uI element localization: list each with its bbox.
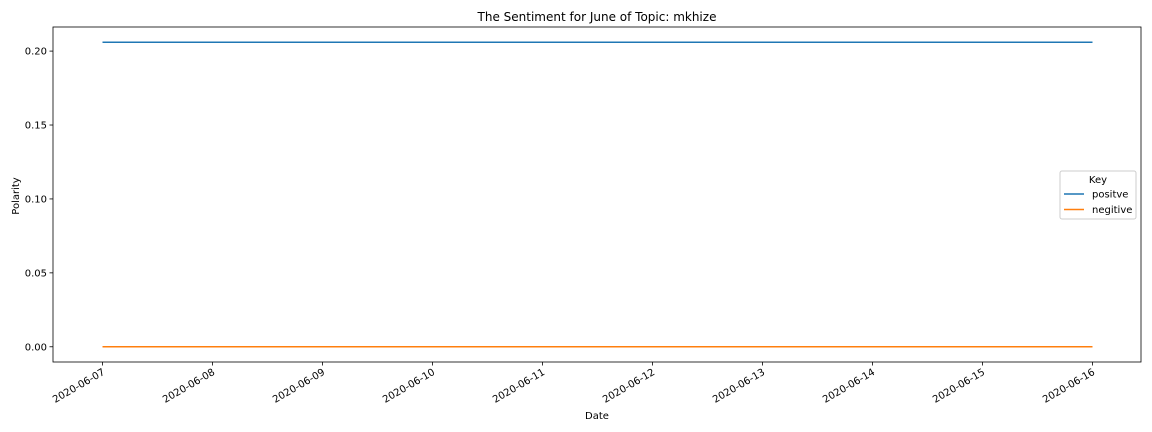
y-tick-label: 0.00 [25,342,47,353]
legend-label-negitive: negitive [1092,205,1132,216]
legend-title: Key [1089,175,1107,186]
legend-label-positve: positve [1092,190,1128,201]
y-tick-label: 0.10 [25,194,47,205]
x-axis-label: Date [585,411,609,422]
y-tick-label: 0.20 [25,47,47,58]
legend: Key positve negitive [1059,170,1137,220]
legend-box [1059,170,1137,220]
y-tick-label: 0.15 [25,121,47,132]
y-axis-label: Polarity [11,177,22,215]
legend-entries: positve negitive [1064,190,1132,216]
y-tick-label: 0.05 [25,268,47,279]
axes-frame [52,26,1142,363]
chart-title: The Sentiment for June of Topic: mkhize [477,10,717,24]
